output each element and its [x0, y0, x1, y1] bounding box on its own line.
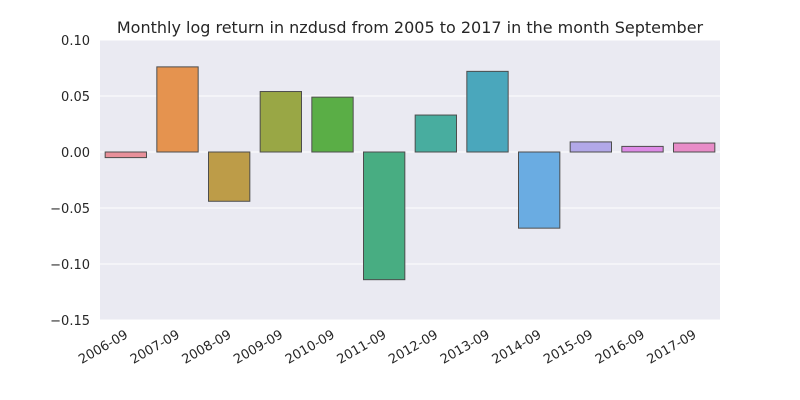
x-tick-label: 2015-09 — [541, 327, 596, 367]
x-tick-label: 2011-09 — [335, 327, 390, 367]
bar-2013-09 — [466, 70, 509, 153]
grid-layer — [100, 39, 720, 321]
y-tick-label: 0.05 — [61, 90, 90, 105]
bar-2010-09 — [311, 96, 354, 153]
x-tick-label: 2017-09 — [645, 327, 700, 367]
x-tick-label: 2012-09 — [386, 327, 441, 367]
bar-layer — [104, 66, 716, 281]
bar-2006-09 — [104, 151, 147, 159]
x-tick-label: 2016-09 — [593, 327, 648, 367]
x-tick-label: 2010-09 — [283, 327, 338, 367]
bar-2016-09 — [621, 145, 664, 153]
x-tick-label: 2013-09 — [438, 327, 493, 367]
y-tick-label: −0.10 — [50, 258, 90, 273]
x-axis-ticks: 2006-092007-092008-092009-092010-092011-… — [76, 327, 699, 367]
chart-title: Monthly log return in nzdusd from 2005 t… — [117, 18, 704, 37]
y-tick-label: −0.15 — [50, 314, 90, 329]
bar-2011-09 — [363, 151, 406, 281]
bar-2015-09 — [569, 141, 613, 153]
bar-2008-09 — [208, 151, 251, 202]
x-tick-label: 2006-09 — [76, 327, 131, 367]
x-tick-label: 2007-09 — [128, 327, 183, 367]
y-tick-label: −0.05 — [50, 202, 90, 217]
y-tick-label: 0.00 — [61, 146, 90, 161]
bar-2007-09 — [156, 66, 199, 153]
bar-2017-09 — [673, 142, 716, 153]
x-tick-label: 2014-09 — [490, 327, 545, 367]
x-tick-label: 2009-09 — [231, 327, 286, 367]
bar-2014-09 — [518, 151, 561, 229]
bar-2009-09 — [259, 91, 302, 153]
y-tick-label: 0.10 — [61, 34, 90, 49]
bar-2012-09 — [414, 114, 457, 153]
y-axis-ticks: 0.10 0.05 0.00 −0.05 −0.10 −0.15 — [50, 34, 90, 329]
x-tick-label: 2008-09 — [180, 327, 235, 367]
plot-area — [100, 40, 720, 320]
